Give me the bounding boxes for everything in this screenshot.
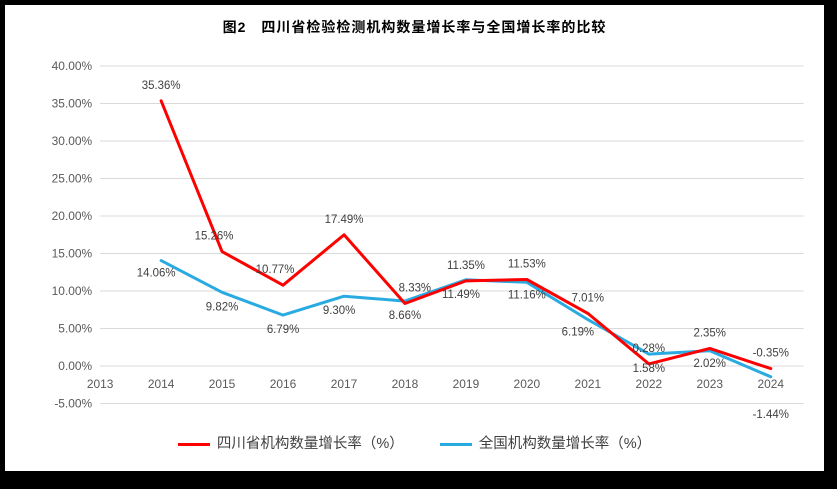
svg-text:11.35%: 11.35% — [447, 260, 485, 272]
svg-text:9.30%: 9.30% — [323, 305, 355, 317]
svg-text:1.58%: 1.58% — [633, 363, 665, 375]
svg-text:10.77%: 10.77% — [256, 264, 295, 276]
svg-text:2.02%: 2.02% — [694, 358, 726, 370]
svg-text:2018: 2018 — [392, 377, 419, 391]
svg-text:2024: 2024 — [757, 377, 784, 391]
svg-text:14.06%: 14.06% — [137, 268, 176, 280]
svg-text:7.01%: 7.01% — [572, 292, 604, 304]
svg-text:2021: 2021 — [575, 377, 602, 391]
svg-text:2014: 2014 — [148, 377, 175, 391]
svg-text:17.49%: 17.49% — [325, 214, 364, 226]
svg-text:2022: 2022 — [636, 377, 663, 391]
svg-text:0.28%: 0.28% — [633, 343, 665, 355]
svg-text:35.36%: 35.36% — [142, 80, 181, 92]
svg-text:2023: 2023 — [696, 377, 723, 391]
svg-text:2013: 2013 — [87, 377, 114, 391]
svg-text:15.00%: 15.00% — [52, 246, 93, 260]
svg-text:-1.44%: -1.44% — [753, 409, 789, 421]
svg-text:30.00%: 30.00% — [52, 134, 93, 148]
svg-text:2016: 2016 — [270, 377, 297, 391]
svg-text:6.79%: 6.79% — [267, 324, 299, 336]
svg-text:0.00%: 0.00% — [58, 359, 92, 373]
svg-text:20.00%: 20.00% — [52, 209, 93, 223]
svg-text:2015: 2015 — [209, 377, 236, 391]
svg-text:8.66%: 8.66% — [389, 310, 421, 322]
svg-text:35.00%: 35.00% — [52, 96, 93, 110]
svg-text:2.35%: 2.35% — [694, 327, 726, 339]
svg-text:-0.35%: -0.35% — [753, 348, 789, 360]
svg-text:15.26%: 15.26% — [195, 231, 234, 243]
svg-text:2020: 2020 — [514, 377, 541, 391]
svg-text:9.82%: 9.82% — [206, 301, 238, 313]
svg-text:25.00%: 25.00% — [52, 171, 93, 185]
svg-text:6.19%: 6.19% — [562, 327, 594, 339]
svg-text:5.00%: 5.00% — [58, 321, 92, 335]
svg-text:2019: 2019 — [453, 377, 480, 391]
svg-text:-5.00%: -5.00% — [54, 396, 92, 410]
svg-text:8.33%: 8.33% — [399, 282, 431, 294]
svg-text:11.16%: 11.16% — [508, 289, 546, 301]
svg-text:40.00%: 40.00% — [52, 59, 93, 73]
svg-text:11.53%: 11.53% — [508, 258, 546, 270]
svg-text:11.49%: 11.49% — [442, 289, 480, 301]
svg-text:10.00%: 10.00% — [52, 284, 93, 298]
svg-text:2017: 2017 — [331, 377, 358, 391]
